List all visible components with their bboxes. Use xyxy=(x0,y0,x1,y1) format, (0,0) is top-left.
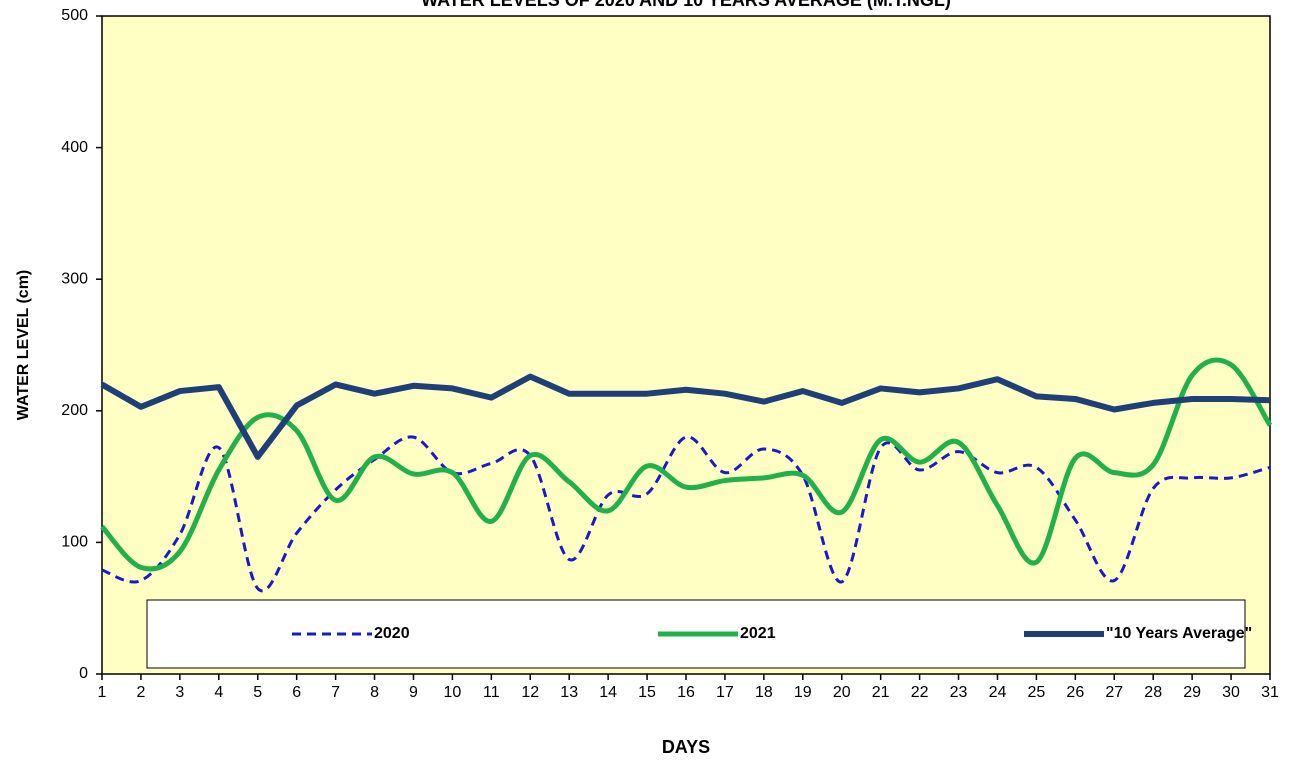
y-tick-label: 200 xyxy=(61,402,88,419)
x-tick-label: 16 xyxy=(677,684,695,701)
x-tick-label: 12 xyxy=(521,684,539,701)
chart-title: WATER LEVELS OF 2020 AND 10 YEARS AVERAG… xyxy=(421,0,951,10)
x-tick-label: 25 xyxy=(1028,684,1046,701)
x-tick-label: 9 xyxy=(409,684,418,701)
x-tick-label: 20 xyxy=(833,684,851,701)
x-tick-label: 26 xyxy=(1066,684,1084,701)
plot-area xyxy=(101,15,1271,675)
x-tick-label: 24 xyxy=(989,684,1007,701)
x-tick-label: 27 xyxy=(1105,684,1123,701)
y-tick-label: 400 xyxy=(61,139,88,156)
x-tick-label: 8 xyxy=(370,684,379,701)
x-tick-label: 6 xyxy=(292,684,301,701)
x-tick-label: 31 xyxy=(1261,684,1279,701)
y-tick-label: 100 xyxy=(61,534,88,551)
x-tick-label: 29 xyxy=(1183,684,1201,701)
series-line xyxy=(100,373,1271,460)
x-tick-label: 22 xyxy=(911,684,929,701)
x-axis-title: DAYS xyxy=(662,737,710,757)
x-tick-label: 11 xyxy=(483,684,500,701)
y-axis-title: WATER LEVEL (cm) xyxy=(15,270,32,421)
y-tick-label: 500 xyxy=(61,7,88,24)
series-line xyxy=(100,357,1273,572)
x-tick-label: 28 xyxy=(1144,684,1162,701)
x-tick-label: 17 xyxy=(716,684,734,701)
legend-label: "10 Years Average" xyxy=(1106,625,1252,642)
x-tick-label: 4 xyxy=(214,684,223,701)
y-tick-label: 300 xyxy=(61,270,88,287)
x-tick-label: 14 xyxy=(599,684,617,701)
x-tick-label: 13 xyxy=(560,684,578,701)
x-tick-label: 7 xyxy=(331,684,340,701)
legend-label: 2020 xyxy=(374,625,410,642)
x-tick-label: 5 xyxy=(253,684,262,701)
x-tick-label: 1 xyxy=(98,684,107,701)
y-tick-label: 0 xyxy=(79,665,88,682)
series-line xyxy=(101,435,1271,593)
x-tick-label: 10 xyxy=(444,684,462,701)
x-tick-label: 15 xyxy=(638,684,656,701)
x-tick-label: 23 xyxy=(950,684,968,701)
legend-label: 2021 xyxy=(740,625,776,642)
x-tick-label: 30 xyxy=(1222,684,1240,701)
x-tick-label: 2 xyxy=(136,684,145,701)
x-tick-label: 18 xyxy=(755,684,773,701)
x-tick-label: 3 xyxy=(175,684,184,701)
x-tick-label: 19 xyxy=(794,684,812,701)
x-tick-label: 21 xyxy=(872,684,890,701)
